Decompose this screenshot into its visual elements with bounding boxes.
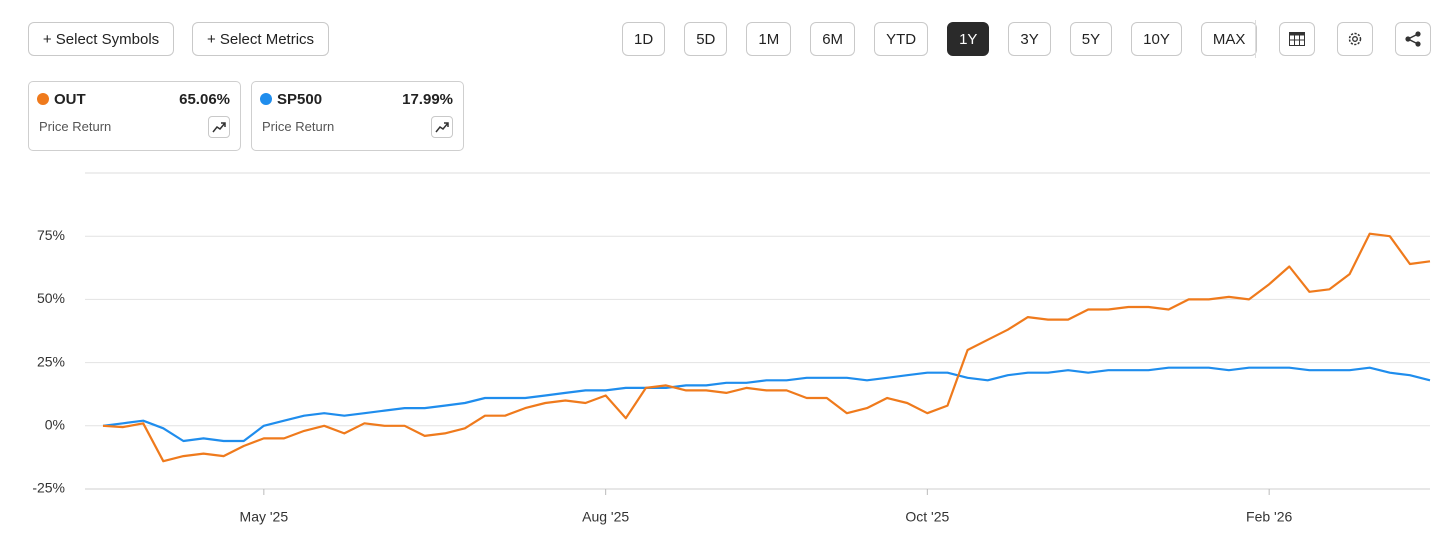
chart-type-button[interactable]: [208, 116, 230, 138]
legend-return: 65.06%: [179, 91, 230, 108]
legend-name: SP500: [277, 91, 323, 108]
legend-name: OUT: [54, 91, 86, 108]
gear-icon: [1348, 32, 1362, 46]
range-button[interactable]: 1D: [622, 22, 666, 56]
range-button[interactable]: 10Y: [1131, 22, 1182, 56]
range-button[interactable]: MAX: [1200, 22, 1258, 56]
y-tick-label: 50%: [37, 290, 65, 306]
chart-type-button[interactable]: [431, 116, 453, 138]
trend-icon: [212, 122, 226, 133]
select-metrics-button[interactable]: + Select Metrics: [192, 22, 329, 56]
range-button[interactable]: 1M: [746, 22, 792, 56]
range-button[interactable]: YTD: [874, 22, 929, 56]
trend-glyph: [212, 122, 226, 133]
series-line: [102, 366, 1431, 443]
range-button[interactable]: 5D: [684, 22, 728, 56]
x-tick-label: Aug '25: [582, 509, 629, 525]
select-symbols-button[interactable]: + Select Symbols: [28, 22, 174, 56]
legend-card[interactable]: SP500 17.99% Price Return: [251, 81, 464, 151]
y-tick-label: 25%: [37, 353, 65, 369]
range-button[interactable]: 1Y: [947, 22, 990, 56]
range-button[interactable]: 6M: [810, 22, 856, 56]
share-button[interactable]: [1395, 22, 1431, 56]
y-tick-label: 0%: [45, 417, 65, 433]
trend-glyph: [435, 122, 449, 133]
legend-metric: Price Return: [262, 119, 335, 134]
y-tick-label: 75%: [37, 227, 65, 243]
trend-icon: [435, 122, 449, 133]
table-button[interactable]: [1279, 22, 1315, 56]
range-button[interactable]: 5Y: [1069, 22, 1113, 56]
x-tick-label: Oct '25: [905, 509, 949, 525]
series-line: [102, 232, 1431, 463]
legend-return: 17.99%: [402, 91, 453, 108]
settings-button[interactable]: [1337, 22, 1373, 56]
legend-metric: Price Return: [39, 119, 112, 134]
range-selector: 1D 5D 1M 6M YTD 1Y 3Y 5Y 10Y MAX: [622, 22, 1276, 56]
range-button[interactable]: 3Y: [1008, 22, 1051, 56]
share-icon: [1405, 31, 1421, 47]
legend-card[interactable]: OUT 65.06% Price Return: [28, 81, 241, 151]
table-icon: [1289, 32, 1305, 46]
x-tick-label: Feb '26: [1246, 509, 1292, 525]
y-tick-label: -25%: [32, 480, 65, 496]
legend-marker: [37, 93, 49, 105]
legend-marker: [260, 93, 272, 105]
divider: [1255, 20, 1256, 58]
x-tick-label: May '25: [240, 509, 289, 525]
